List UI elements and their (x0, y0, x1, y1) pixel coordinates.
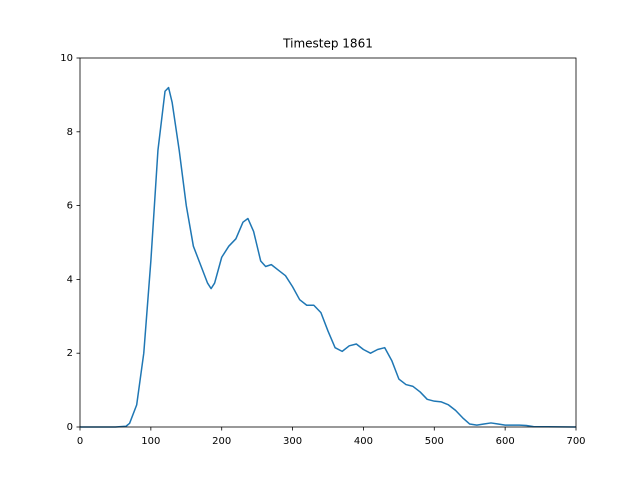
y-tick-label: 4 (67, 274, 73, 285)
y-tick-label: 2 (67, 348, 73, 359)
line-series (80, 86, 577, 428)
plot-frame (79, 57, 577, 428)
y-tick-label: 10 (60, 53, 73, 64)
x-tick-label: 300 (283, 436, 302, 447)
y-tick-label: 6 (67, 201, 73, 212)
x-tick-label: 700 (566, 436, 585, 447)
x-tick-label: 0 (77, 436, 83, 447)
x-tick-label: 500 (425, 436, 444, 447)
x-tick-label: 200 (212, 436, 231, 447)
y-tick-label: 8 (67, 127, 73, 138)
x-tick-label: 400 (354, 436, 373, 447)
y-tick-label: 0 (67, 422, 73, 433)
x-tick-label: 100 (141, 436, 160, 447)
x-tick-label: 600 (496, 436, 515, 447)
chart-title: Timestep 1861 (282, 37, 373, 51)
